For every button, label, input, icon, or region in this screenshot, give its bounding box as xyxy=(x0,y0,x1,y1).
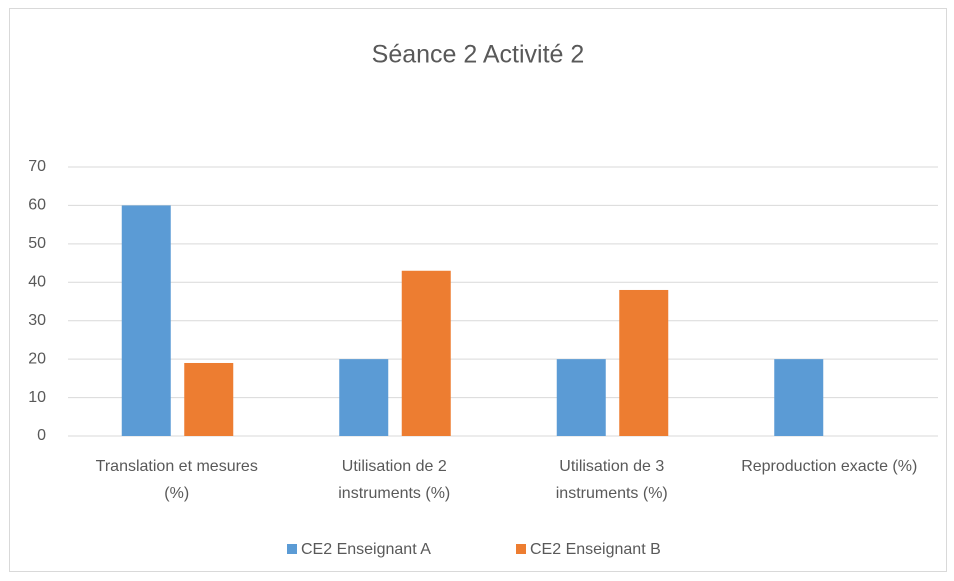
y-tick-label: 50 xyxy=(28,235,46,252)
y-tick-label: 10 xyxy=(28,389,46,406)
y-tick-label: 20 xyxy=(28,350,46,367)
bar xyxy=(339,359,389,436)
x-tick-label: Translation et mesures (%) xyxy=(95,458,258,502)
bar xyxy=(774,359,824,436)
y-tick-label: 30 xyxy=(28,312,46,329)
legend-label: CE2 Enseignant B xyxy=(530,541,661,558)
y-tick-label: 70 xyxy=(28,158,46,175)
chart-title: Séance 2 Activité 2 xyxy=(372,41,585,69)
legend-label: CE2 Enseignant A xyxy=(301,541,431,558)
bar xyxy=(121,205,171,436)
legend-swatch xyxy=(287,544,297,554)
y-tick-label: 60 xyxy=(28,197,46,214)
x-tick-label: Utilisation de 3 instruments (%) xyxy=(555,458,668,502)
legend-swatch xyxy=(516,544,526,554)
x-tick-label: Utilisation de 2 instruments (%) xyxy=(338,458,451,502)
y-tick-label: 0 xyxy=(37,427,46,444)
bar xyxy=(401,270,451,436)
bar xyxy=(184,362,234,436)
bar xyxy=(556,359,606,436)
x-tick-label: Reproduction exacte (%) xyxy=(741,458,918,475)
y-tick-label: 40 xyxy=(28,274,46,291)
bar xyxy=(619,289,669,436)
